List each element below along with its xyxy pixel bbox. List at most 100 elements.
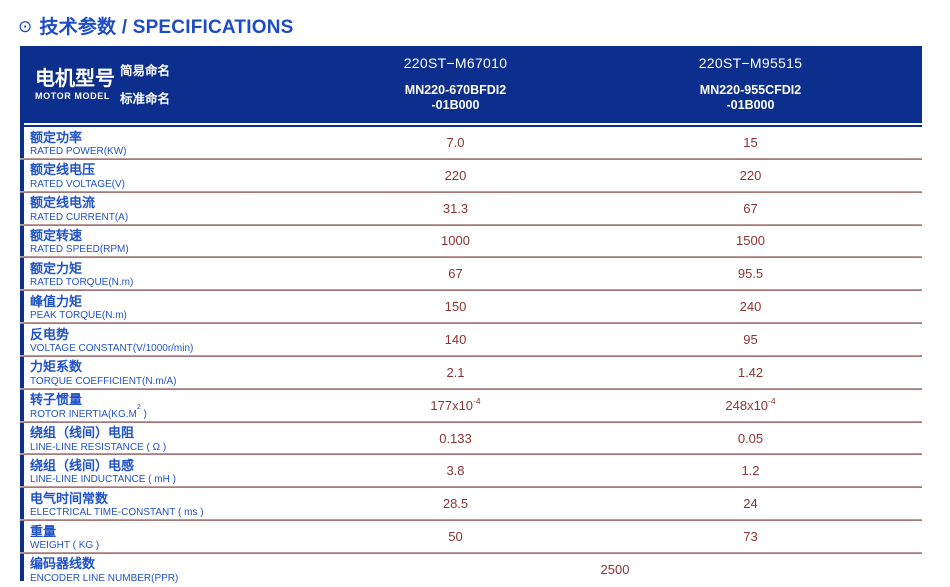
- page-title: ⊙ 技术参数 / SPECIFICATIONS: [18, 12, 293, 39]
- row-label: 绕组（线间）电感 LINE-LINE INDUCTANCE ( mH ): [20, 455, 308, 488]
- table-header: 电机型号 MOTOR MODEL 简易命名 标准命名 220ST−M67010 …: [20, 46, 922, 123]
- row-label-en: LINE-LINE INDUCTANCE ( mH ): [30, 474, 176, 486]
- row-value-model1: 150: [444, 299, 467, 315]
- row-label-en: WEIGHT ( KG ): [30, 540, 100, 552]
- motor-model-label-en: MOTOR MODEL: [35, 90, 110, 101]
- row-label: 额定线电流 RATED CURRENT(A): [20, 193, 308, 226]
- row-value-model1: 140: [444, 331, 467, 347]
- row-value-model2: 24: [743, 496, 758, 512]
- row-label-cn: 额定线电压: [30, 162, 96, 178]
- row-value-model1: 50: [448, 529, 463, 545]
- row-label-cn: 转子惯量: [30, 392, 83, 408]
- row-value-model2: 1500: [736, 233, 765, 249]
- table-body: 额定功率 RATED POWER(KW) 7.0 15 额定线电压 RATED …: [20, 127, 922, 587]
- standard-name-label: 标准命名: [120, 91, 171, 106]
- model-column-header-2: 220ST−M95515 MN220-955CFDI2 -01B000: [603, 46, 898, 123]
- row-value-model1: 31.3: [442, 200, 469, 216]
- row-value-model2: 248x10 -4: [725, 396, 776, 413]
- row-value-model1: 1000: [441, 233, 470, 249]
- model-2-simple-name: 220ST−M95515: [698, 55, 803, 71]
- row-label: 转子惯量 ROTOR INERTIA(KG.M2 ): [20, 390, 308, 423]
- circled-dot-icon: ⊙: [18, 17, 33, 36]
- row-value-model2: 1.2: [741, 463, 760, 479]
- model-2-standard-name: MN220-955CFDI2 -01B000: [699, 83, 802, 112]
- table-row: 额定线电压 RATED VOLTAGE(V) 220 220: [20, 160, 922, 193]
- row-value-model1: 2.1: [446, 364, 465, 380]
- row-label-cn: 编码器线数: [30, 556, 96, 572]
- row-label: 重量 WEIGHT ( KG ): [20, 521, 308, 554]
- row-label-cn: 反电势: [30, 326, 70, 342]
- row-label-cn: 峰值力矩: [30, 293, 83, 309]
- motor-model-header-cell: 电机型号 MOTOR MODEL: [20, 46, 120, 123]
- row-label: 绕组（线间）电阻 LINE-LINE RESISTANCE ( Ω ): [20, 423, 308, 456]
- table-row: 绕组（线间）电阻 LINE-LINE RESISTANCE ( Ω ) 0.13…: [20, 423, 922, 456]
- row-label-cn: 绕组（线间）电感: [30, 457, 135, 473]
- page-title-text: 技术参数 / SPECIFICATIONS: [39, 17, 294, 38]
- row-label-en: RATED CURRENT(A): [30, 211, 129, 223]
- table-row: 编码器线数 ENCODER LINE NUMBER(PPR) 2500: [20, 554, 922, 587]
- table-left-accent-bar: [20, 46, 24, 581]
- row-value-model2: 15: [743, 134, 758, 150]
- header-underline: [20, 125, 922, 127]
- row-label: 峰值力矩 PEAK TORQUE(N.m): [20, 291, 308, 324]
- table-row: 额定线电流 RATED CURRENT(A) 31.3 67: [20, 193, 922, 226]
- row-value-model2: 220: [739, 167, 762, 183]
- row-label-cn: 重量: [30, 523, 57, 539]
- row-label: 电气时间常数 ELECTRICAL TIME-CONSTANT ( ms ): [20, 488, 308, 521]
- row-value-model1: 3.8: [446, 463, 465, 479]
- row-label-cn: 额定转速: [30, 228, 83, 244]
- table-row: 重量 WEIGHT ( KG ) 50 73: [20, 521, 922, 554]
- row-label-cn: 力矩系数: [30, 359, 83, 375]
- header-spacer: [898, 46, 922, 123]
- row-label: 额定功率 RATED POWER(KW): [20, 127, 308, 160]
- row-label-cn: 额定线电流: [30, 195, 96, 211]
- motor-model-label-cn: 电机型号: [35, 67, 115, 90]
- row-label: 力矩系数 TORQUE COEFFICIENT(N.m/A): [20, 357, 308, 390]
- row-value-model2: 73: [743, 529, 758, 545]
- naming-labels-cell: 简易命名 标准命名: [120, 46, 308, 123]
- row-label-en: RATED VOLTAGE(V): [30, 178, 126, 190]
- row-value-model1: 67: [448, 266, 463, 282]
- model-1-simple-name: 220ST−M67010: [403, 55, 508, 71]
- row-label-en: ROTOR INERTIA(KG.M2 ): [30, 404, 147, 420]
- row-label: 反电势 VOLTAGE CONSTANT(V/1000r/min): [20, 324, 308, 357]
- row-value-model2: 95: [743, 331, 758, 347]
- row-label-en: RATED SPEED(RPM): [30, 244, 129, 256]
- row-value-model2: 67: [743, 200, 758, 216]
- row-label-en: LINE-LINE RESISTANCE ( Ω ): [30, 441, 167, 453]
- row-label-en: RATED POWER(KW): [30, 145, 127, 157]
- table-row: 峰值力矩 PEAK TORQUE(N.m) 150 240: [20, 291, 922, 324]
- row-value-both-models: 2500: [600, 561, 630, 577]
- row-value-model2: 240: [739, 299, 762, 315]
- row-label-cn: 绕组（线间）电阻: [30, 425, 135, 441]
- row-value-model1: 177x10 -4: [430, 396, 481, 413]
- row-value-model1: 7.0: [446, 134, 465, 150]
- model-column-header-1: 220ST−M67010 MN220-670BFDI2 -01B000: [308, 46, 603, 123]
- row-label-en: ELECTRICAL TIME-CONSTANT ( ms ): [30, 507, 204, 519]
- table-row: 电气时间常数 ELECTRICAL TIME-CONSTANT ( ms ) 2…: [20, 488, 922, 521]
- row-label-en: PEAK TORQUE(N.m): [30, 310, 127, 322]
- row-value-model2: 95.5: [737, 266, 764, 282]
- table-row: 额定力矩 RATED TORQUE(N.m) 67 95.5: [20, 258, 922, 292]
- spec-table: 电机型号 MOTOR MODEL 简易命名 标准命名 220ST−M67010 …: [20, 46, 922, 587]
- row-label-en: VOLTAGE CONSTANT(V/1000r/min): [30, 343, 194, 354]
- row-label-cn: 电气时间常数: [30, 490, 109, 506]
- table-row: 绕组（线间）电感 LINE-LINE INDUCTANCE ( mH ) 3.8…: [20, 455, 922, 489]
- simple-name-label: 简易命名: [120, 64, 171, 79]
- table-row: 力矩系数 TORQUE COEFFICIENT(N.m/A) 2.1 1.42: [20, 357, 922, 390]
- row-label: 额定力矩 RATED TORQUE(N.m): [20, 258, 308, 291]
- row-label: 编码器线数 ENCODER LINE NUMBER(PPR): [20, 554, 308, 587]
- row-label-cn: 额定功率: [30, 129, 83, 145]
- row-value-model2: 0.05: [737, 430, 764, 446]
- row-value-model1: 28.5: [442, 496, 469, 512]
- row-label: 额定转速 RATED SPEED(RPM): [20, 226, 308, 259]
- row-value-model1: 220: [444, 167, 467, 183]
- row-label-en: ENCODER LINE NUMBER(PPR): [30, 572, 179, 584]
- row-label: 额定线电压 RATED VOLTAGE(V): [20, 160, 308, 193]
- table-row: 转子惯量 ROTOR INERTIA(KG.M2 ) 177x10 -4 248x…: [20, 390, 922, 423]
- row-label-cn: 额定力矩: [30, 260, 83, 276]
- row-label-en: TORQUE COEFFICIENT(N.m/A): [30, 375, 177, 387]
- row-value-model1: 0.133: [439, 430, 472, 446]
- row-value-model2: 1.42: [737, 364, 764, 380]
- table-row: 额定转速 RATED SPEED(RPM) 1000 1500: [20, 226, 922, 259]
